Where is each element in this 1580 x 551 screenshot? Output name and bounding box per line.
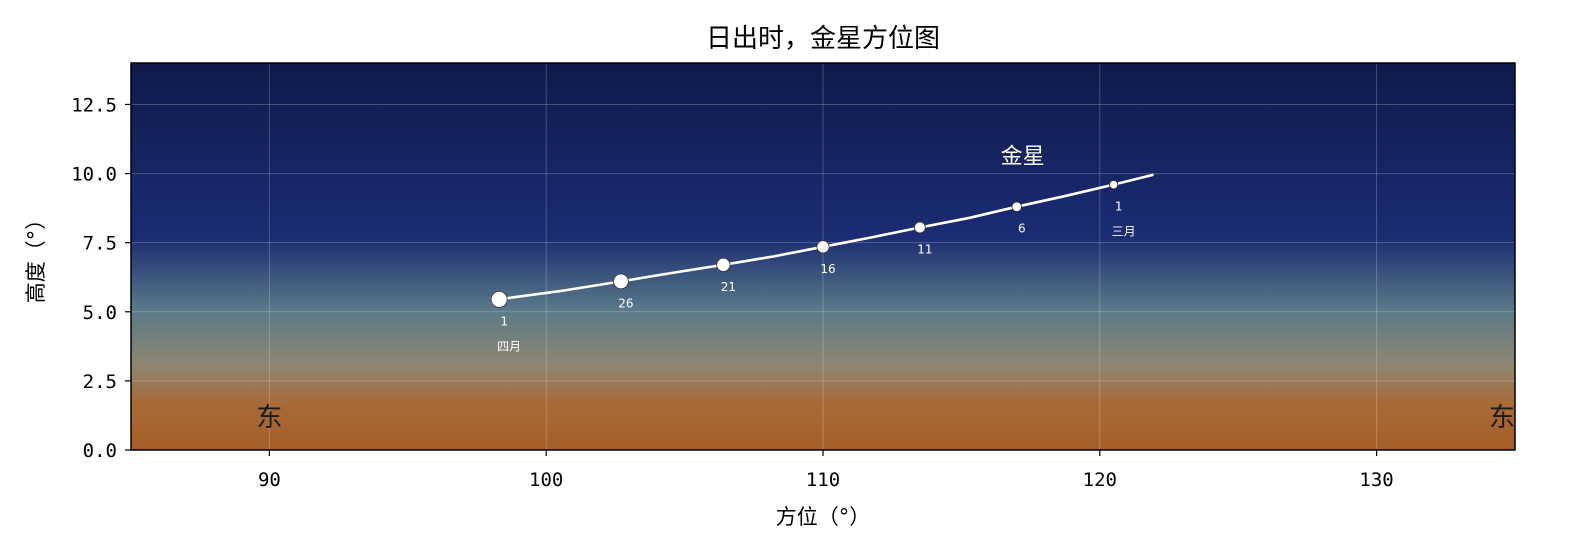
month-label: 三月 [1112,225,1136,239]
y-tick-label: 7.5 [83,233,117,255]
chart-title: 日出时，金星方位图 [706,24,940,54]
plot-background [131,63,1515,450]
data-point-label: 21 [721,280,736,294]
y-tick-label: 2.5 [83,371,117,393]
series-venus: 1 三月 6 11 16 21 26 1 四月 金星 [490,145,1154,353]
data-point-label: 1 [1115,200,1123,214]
x-tick-label: 110 [806,469,840,491]
x-axis-ticks: 90 100 110 120 130 [258,450,1394,491]
month-label: 四月 [497,339,521,353]
x-tick-label: 90 [258,469,281,491]
horizon-direction-label: 东 [256,403,282,433]
horizon-labels: 东 东南 [256,403,1541,433]
y-tick-label: 10.0 [71,164,117,186]
y-tick-label: 12.5 [71,94,117,116]
data-point [613,273,629,290]
data-point [1011,201,1022,212]
x-tick-label: 100 [529,469,563,491]
y-tick-label: 0.0 [83,440,117,462]
data-point-label: 11 [917,242,932,256]
horizon-direction-label: 东南 [1489,403,1541,433]
series-line [497,173,1154,301]
y-tick-label: 5.0 [83,302,117,324]
series-name-label: 金星 [1001,145,1045,170]
data-point-label: 6 [1018,222,1026,236]
y-axis-label: 高度（°） [24,209,48,304]
x-tick-label: 120 [1083,469,1117,491]
data-point [913,221,926,234]
x-tick-label: 130 [1359,469,1393,491]
data-point [1109,180,1119,190]
data-point-label: 1 [500,314,508,328]
data-point-label: 26 [618,296,633,310]
data-point [716,257,731,272]
data-point-label: 16 [820,262,835,276]
x-axis-label: 方位（°） [776,505,871,529]
grid-lines [131,63,1515,451]
data-point [490,290,508,308]
data-point [816,240,830,254]
y-axis-ticks: 0.0 2.5 5.0 7.5 10.0 12.5 [71,94,131,462]
